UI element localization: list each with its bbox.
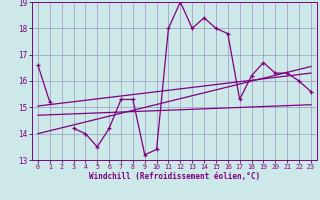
X-axis label: Windchill (Refroidissement éolien,°C): Windchill (Refroidissement éolien,°C) xyxy=(89,172,260,181)
